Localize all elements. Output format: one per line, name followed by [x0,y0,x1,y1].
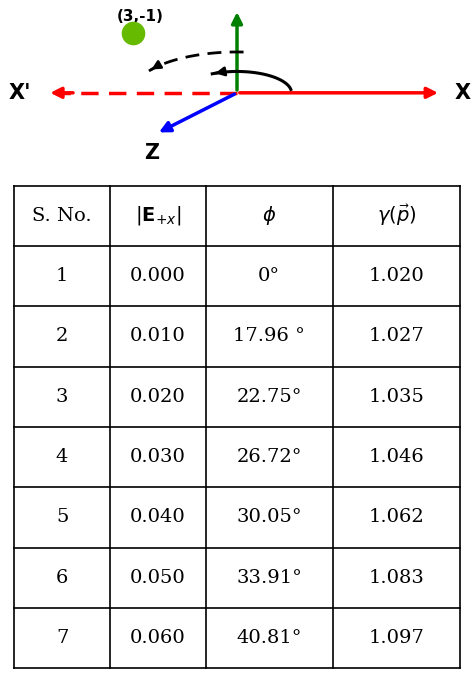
Text: S. No.: S. No. [32,207,92,225]
Text: (3,-1): (3,-1) [117,9,163,24]
Text: 1.027: 1.027 [368,327,424,346]
Text: 0.010: 0.010 [130,327,186,346]
Text: 1.046: 1.046 [368,448,424,466]
Text: 40.81°: 40.81° [237,629,302,647]
Text: 7: 7 [56,629,68,647]
Text: 0.030: 0.030 [130,448,186,466]
Text: 17.96 °: 17.96 ° [233,327,305,346]
Text: 5: 5 [56,508,68,526]
Text: 2: 2 [56,327,68,346]
Text: 0.040: 0.040 [130,508,186,526]
Text: 4: 4 [56,448,68,466]
Text: 1.035: 1.035 [368,387,424,406]
Text: 1.083: 1.083 [368,569,424,587]
Text: Y: Y [229,0,245,4]
Text: $|\mathbf{E}_{+x}|$: $|\mathbf{E}_{+x}|$ [135,205,181,227]
Text: 3: 3 [56,387,68,406]
Text: 0.060: 0.060 [130,629,186,647]
Text: 30.05°: 30.05° [237,508,302,526]
Text: Z: Z [144,143,159,163]
Text: 33.91°: 33.91° [237,569,302,587]
Text: 0.020: 0.020 [130,387,186,406]
Text: X': X' [9,83,31,103]
Text: 0.000: 0.000 [130,267,186,285]
Text: 0°: 0° [258,267,280,285]
Text: 1.020: 1.020 [368,267,424,285]
Text: 22.75°: 22.75° [237,387,302,406]
Text: 0.050: 0.050 [130,569,186,587]
Text: $\phi$: $\phi$ [262,205,276,227]
Text: 1.097: 1.097 [368,629,424,647]
Text: $\gamma(\vec{p})$: $\gamma(\vec{p})$ [376,203,416,228]
Text: 26.72°: 26.72° [237,448,302,466]
Text: 1.062: 1.062 [368,508,424,526]
Text: 6: 6 [56,569,68,587]
Text: X: X [455,83,471,103]
Text: 1: 1 [56,267,68,285]
